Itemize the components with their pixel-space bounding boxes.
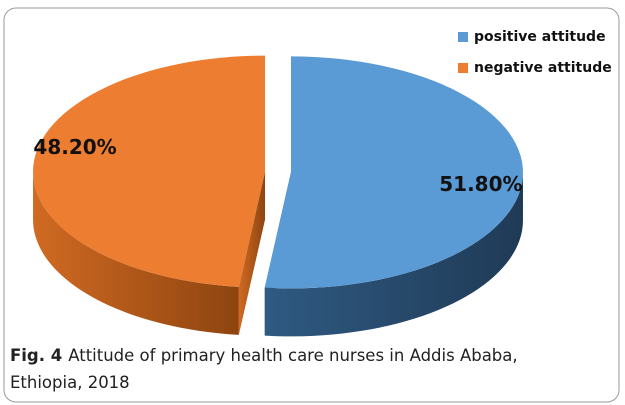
caption: Fig. 4 Attitude of primary health care nu… [10,342,590,396]
data-label: 48.20% [33,135,116,159]
caption-label: Fig. 4 [10,346,63,365]
pie-tops [33,55,523,289]
frame [3,7,620,403]
caption-text: Attitude of primary health care nurses i… [10,346,518,392]
legend-label: positive attitude [474,29,606,45]
slice-wall [264,172,523,337]
slice-cut-face [238,171,266,335]
slice-wall [33,171,239,335]
pie-slice [33,55,266,287]
legend-label: negative attitude [474,60,612,76]
data-label: 51.80% [439,172,522,196]
legend-swatch [458,32,468,42]
pie-slice [264,56,523,289]
legend-swatch [458,63,468,73]
